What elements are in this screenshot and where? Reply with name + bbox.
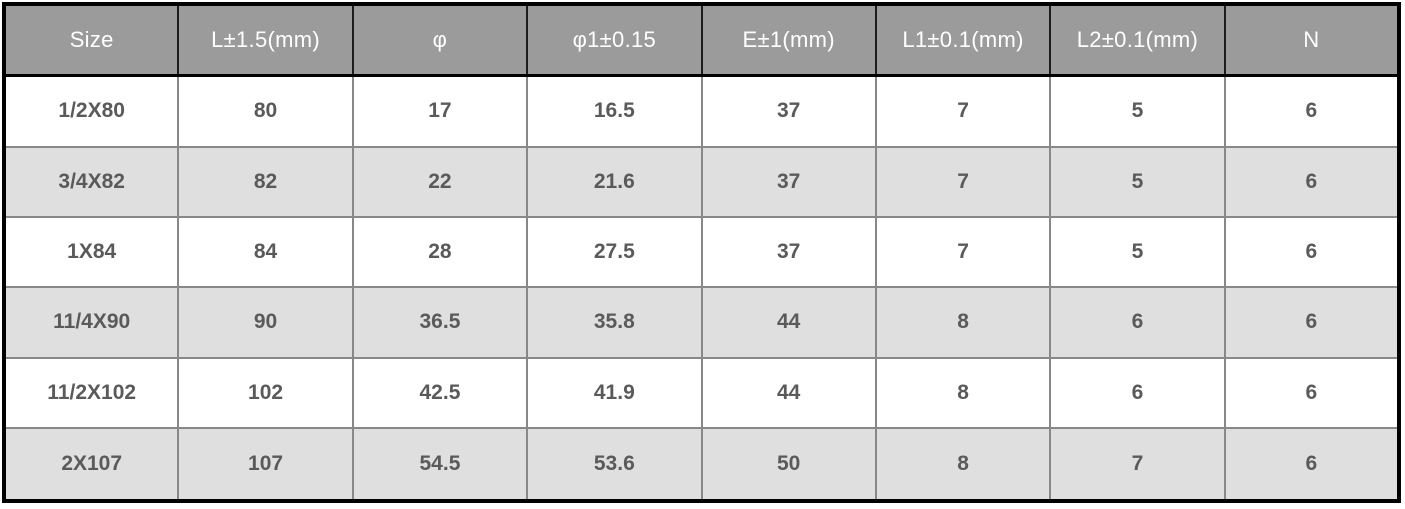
column-header-phi1: φ1±0.15 — [527, 4, 703, 77]
table-cell: 35.8 — [527, 287, 703, 359]
table-cell: 37 — [701, 75, 877, 148]
table-row: 1X84 84 28 27.5 37 7 5 6 — [4, 216, 1399, 289]
table-cell: 82 — [178, 146, 354, 218]
column-header-l2: L2±0.1(mm) — [1050, 4, 1226, 77]
table-cell: 6 — [1305, 451, 1318, 475]
table-cell: 44 — [701, 357, 877, 429]
column-header-e: E±1(mm) — [701, 4, 877, 77]
table-cell: 36.5 — [352, 287, 529, 359]
table-header: Size L±1.5(mm) φ φ1±0.15 E±1(mm) L1±0.1(… — [4, 4, 1399, 77]
table-cell: 3/4X82 — [4, 146, 180, 218]
column-header-phi: φ — [352, 4, 529, 77]
table-cell: 54.5 — [352, 427, 529, 501]
table-cell: 107 — [178, 427, 354, 501]
table-cell: 6 — [1050, 357, 1226, 429]
table-cell: 53.6 — [527, 427, 703, 501]
table-cell: 41.9 — [527, 357, 703, 429]
table-cell: 7 — [875, 216, 1052, 289]
table-cell: 90 — [178, 287, 354, 359]
table-cell: 27.5 — [527, 216, 703, 289]
table-cell: 6 — [1224, 75, 1399, 148]
table-cell: 37 — [701, 146, 877, 218]
column-header-l1: L1±0.1(mm) — [875, 4, 1052, 77]
table-cell: 16.5 — [527, 75, 703, 148]
table-cell: 8 — [875, 287, 1052, 359]
table-cell: 5 — [1050, 75, 1226, 148]
table-cell: 50 — [701, 427, 877, 501]
table-cell: 21.6 — [527, 146, 703, 218]
table-cell: 7 — [1050, 427, 1226, 501]
table-cell: 1/2X80 — [4, 75, 180, 148]
table-cell: 80 — [178, 75, 354, 148]
column-header-size: Size — [4, 4, 180, 77]
table-row: 11/4X90 90 36.5 35.8 44 8 6 6 — [4, 287, 1399, 359]
table-cell: 6 — [1224, 357, 1399, 429]
table-cell: 17 — [352, 75, 529, 148]
table-cell: 6 — [1050, 287, 1226, 359]
table-body: 1/2X80 80 17 16.5 37 7 5 6 3/4X82 82 22 … — [4, 75, 1399, 501]
column-header-length: L±1.5(mm) — [178, 4, 354, 77]
table-cell: 11/2X102 — [4, 357, 180, 429]
table-cell: 7 — [875, 75, 1052, 148]
table-row: 1/2X80 80 17 16.5 37 7 5 6 — [4, 75, 1399, 148]
table-cell: 102 — [178, 357, 354, 429]
table-cell: 2X107 — [4, 427, 180, 501]
table-cell: 11/4X90 — [4, 287, 180, 359]
column-header-n: N — [1224, 4, 1399, 77]
table-cell: 8 — [875, 357, 1052, 429]
table-cell: 22 — [352, 146, 529, 218]
table-cell: 6 — [1224, 287, 1399, 359]
table-cell: 42.5 — [352, 357, 529, 429]
table-row: 3/4X82 82 22 21.6 37 7 5 6 — [4, 146, 1399, 218]
table-cell: 1X84 — [4, 216, 180, 289]
table-cell: 7 — [875, 146, 1052, 218]
table-cell: 5 — [1050, 216, 1226, 289]
table-cell: 8 — [875, 427, 1052, 501]
table-cell: 84 — [178, 216, 354, 289]
table-cell: 6 — [1224, 146, 1399, 218]
table-cell: 44 — [701, 287, 877, 359]
table-cell: 37 — [701, 216, 877, 289]
table-cell: 28 — [352, 216, 529, 289]
table-cell: 6 — [1224, 216, 1399, 289]
table-row: 11/2X102 102 42.5 41.9 44 8 6 6 — [4, 357, 1399, 429]
header-row: Size L±1.5(mm) φ φ1±0.15 E±1(mm) L1±0.1(… — [4, 4, 1399, 77]
table-row: 2X107 107 54.5 53.6 50 8 7 6 — [4, 427, 1399, 501]
table-cell: 5 — [1050, 146, 1226, 218]
